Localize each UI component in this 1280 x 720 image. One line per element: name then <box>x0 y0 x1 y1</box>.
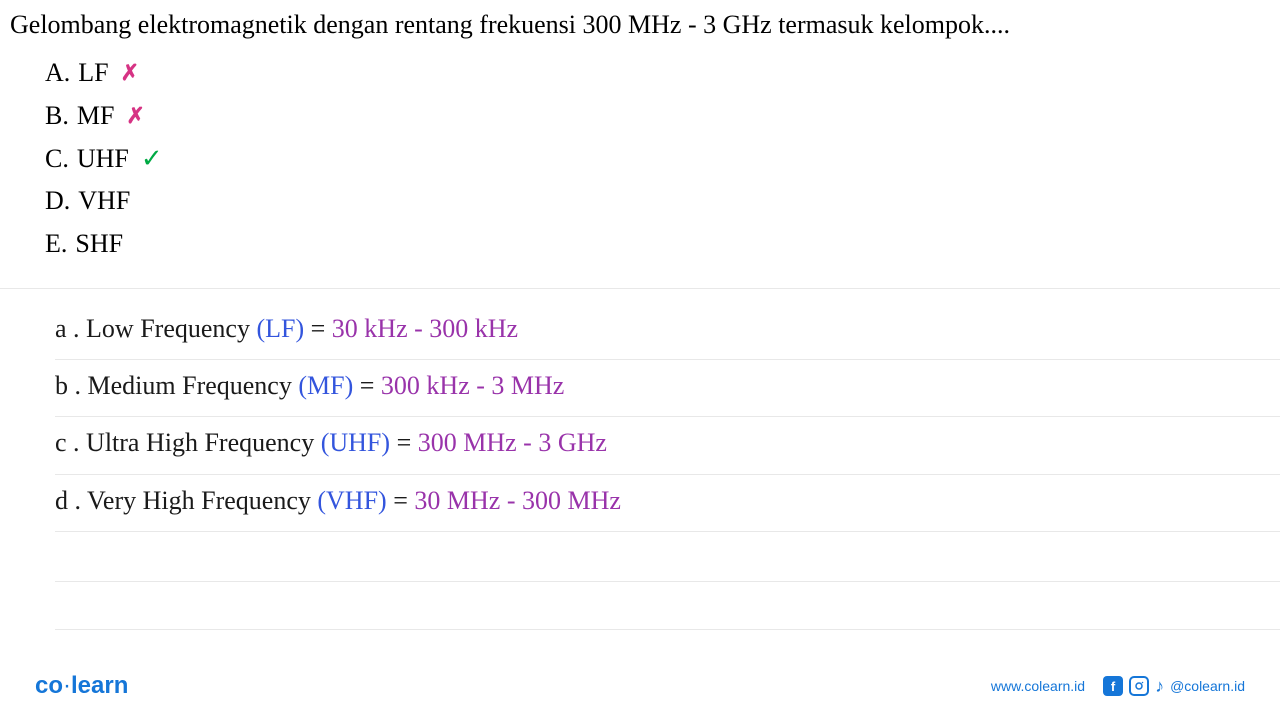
footer: co·learn www.colearn.id f ♪ @colearn.id <box>0 672 1280 700</box>
option-text: MF <box>77 95 115 138</box>
handwriting-answers: a . Low Frequency (LF) = 30 kHz - 300 kH… <box>0 288 1280 629</box>
answer-line-c: c . Ultra High Frequency (UHF) = 300 MHz… <box>55 419 1280 474</box>
frequency-range: 30 MHz - 300 MHz <box>414 486 621 515</box>
option-label: B. <box>45 95 69 138</box>
frequency-abbr: (UHF) <box>321 428 390 457</box>
option-label: A. <box>45 52 70 95</box>
equals: = <box>397 428 412 457</box>
options-container: A. LF ✗ B. MF ✗ C. UHF ✓ D. VHF E. SHF <box>0 52 1280 266</box>
logo-separator: · <box>63 672 71 699</box>
line-prefix: a . <box>55 314 80 343</box>
line-prefix: d . <box>55 486 81 515</box>
line-prefix: c . <box>55 428 80 457</box>
frequency-abbr: (VHF) <box>317 486 386 515</box>
frequency-name: Medium Frequency <box>88 371 292 400</box>
option-text: SHF <box>75 223 123 266</box>
option-b: B. MF ✗ <box>45 95 1280 138</box>
answer-line-d: d . Very High Frequency (VHF) = 30 MHz -… <box>55 477 1280 532</box>
frequency-name: Very High Frequency <box>87 486 311 515</box>
brand-logo: co·learn <box>35 672 128 700</box>
frequency-range: 30 kHz - 300 kHz <box>332 314 518 343</box>
cross-icon: ✗ <box>126 98 144 134</box>
instagram-icon <box>1129 676 1149 696</box>
empty-line <box>55 582 1280 630</box>
cross-icon: ✗ <box>121 55 139 91</box>
line-prefix: b . <box>55 371 81 400</box>
social-handle: @colearn.id <box>1170 678 1245 694</box>
social-icons: f ♪ @colearn.id <box>1103 676 1245 697</box>
footer-right: www.colearn.id f ♪ @colearn.id <box>991 676 1245 697</box>
frequency-abbr: (MF) <box>298 371 353 400</box>
option-c: C. UHF ✓ <box>45 138 1280 181</box>
frequency-range: 300 kHz - 3 MHz <box>381 371 564 400</box>
empty-line <box>55 534 1280 582</box>
option-label: E. <box>45 223 67 266</box>
option-text: UHF <box>77 138 129 181</box>
option-a: A. LF ✗ <box>45 52 1280 95</box>
equals: = <box>393 486 408 515</box>
option-label: C. <box>45 138 69 181</box>
option-d: D. VHF <box>45 180 1280 223</box>
option-e: E. SHF <box>45 223 1280 266</box>
logo-part1: co <box>35 672 63 699</box>
frequency-range: 300 MHz - 3 GHz <box>418 428 607 457</box>
answer-line-b: b . Medium Frequency (MF) = 300 kHz - 3 … <box>55 362 1280 417</box>
check-icon: ✓ <box>141 138 163 181</box>
option-text: VHF <box>78 180 130 223</box>
frequency-name: Low Frequency <box>86 314 250 343</box>
website-url: www.colearn.id <box>991 678 1085 694</box>
frequency-abbr: (LF) <box>256 314 304 343</box>
equals: = <box>311 314 326 343</box>
facebook-icon: f <box>1103 676 1123 696</box>
option-text: LF <box>78 52 108 95</box>
answer-line-a: a . Low Frequency (LF) = 30 kHz - 300 kH… <box>55 305 1280 360</box>
tiktok-icon: ♪ <box>1155 676 1164 697</box>
logo-part2: learn <box>71 672 128 699</box>
equals: = <box>360 371 375 400</box>
question-text: Gelombang elektromagnetik dengan rentang… <box>0 0 1280 50</box>
frequency-name: Ultra High Frequency <box>86 428 314 457</box>
option-label: D. <box>45 180 70 223</box>
